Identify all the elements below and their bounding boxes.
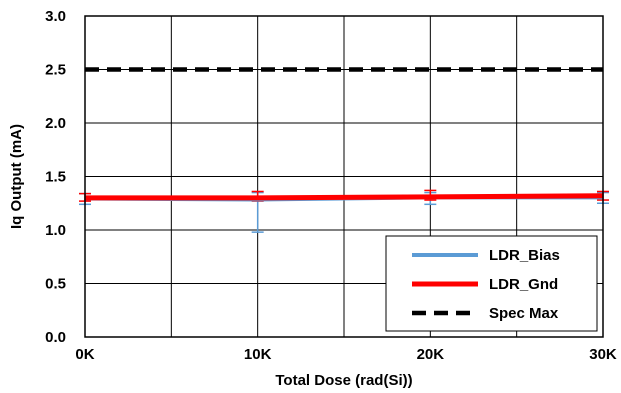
legend: LDR_Bias LDR_Gnd Spec Max	[385, 235, 598, 332]
y-tick-label: 1.0	[45, 222, 66, 239]
x-tick-label: 30K	[589, 346, 617, 363]
y-tick-label: 3.0	[45, 8, 66, 25]
legend-label: Spec Max	[489, 305, 559, 322]
x-tick-label: 0K	[75, 346, 94, 363]
y-tick-label: 2.0	[45, 115, 66, 132]
x-tick-label: 20K	[417, 346, 445, 363]
plot-area-frame	[84, 15, 604, 338]
x-axis-title: Total Dose (rad(Si))	[275, 372, 412, 389]
y-tick-label: 0.0	[45, 329, 66, 346]
tick-label-layer: 0.0 0.5 1.0 1.5 2.0 2.5 3.0 0K 10K 20K 30K	[45, 8, 617, 363]
legend-label: LDR_Bias	[489, 247, 560, 264]
y-tick-label: 1.5	[45, 169, 66, 186]
y-tick-label: 2.5	[45, 62, 66, 79]
y-tick-label: 0.5	[45, 276, 66, 293]
series-line-ldr-gnd	[85, 193, 604, 201]
y-axis-title: Iq Output (mA)	[8, 124, 25, 229]
x-tick-label: 10K	[244, 346, 272, 363]
series-layer	[84, 67, 604, 202]
legend-label: LDR_Gnd	[489, 276, 558, 293]
